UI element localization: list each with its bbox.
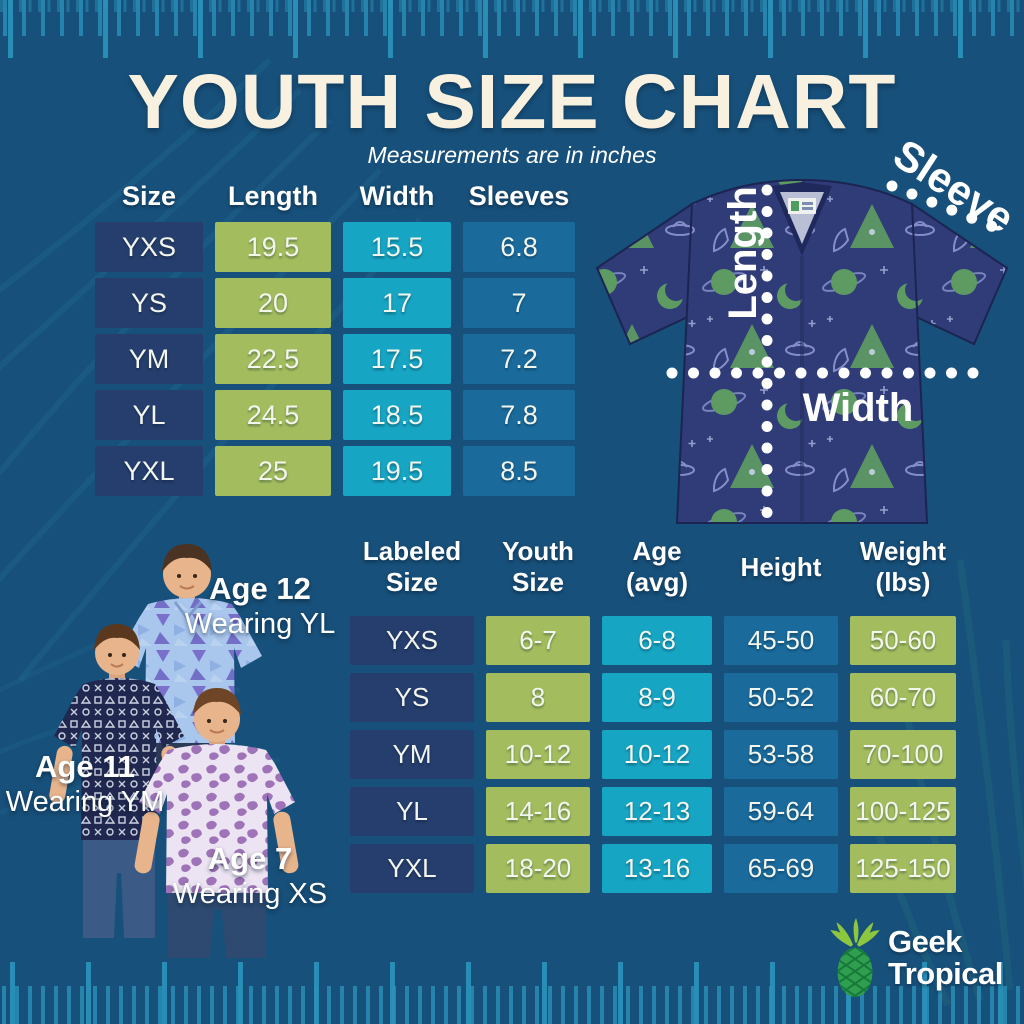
column-header-weight-lbs: Weight (lbs)	[850, 526, 956, 608]
table-cell: 19.5	[343, 446, 451, 496]
table-cell: 7	[463, 278, 575, 328]
header-line: Size	[385, 567, 439, 597]
header-line: Labeled	[362, 536, 462, 567]
column-header-age-avg: Age (avg)	[602, 526, 712, 608]
table-cell: 15.5	[343, 222, 451, 272]
table-cell: 100-125	[850, 787, 956, 836]
table-cell: 22.5	[215, 334, 331, 384]
model-caption-age-11: Age 11 Wearing YM	[0, 750, 180, 819]
table-cell: YL	[95, 390, 203, 440]
table-cell: 50-60	[850, 616, 956, 665]
table-cell: 13-16	[602, 844, 712, 893]
model-wearing-text: Wearing YM	[5, 786, 165, 819]
header-line: Youth	[502, 536, 574, 567]
model-age-text: Age 11	[35, 749, 135, 784]
model-wearing-text: Wearing XS	[172, 878, 328, 911]
table-cell: 8	[486, 673, 590, 722]
table-cell: 6-8	[602, 616, 712, 665]
model-age-text: Age 7	[207, 841, 293, 876]
column-header-length: Length	[228, 180, 318, 211]
column-header-size: Size	[121, 180, 177, 211]
table-cell: 7.8	[463, 390, 575, 440]
header-line: Weight	[859, 536, 947, 567]
pineapple-icon	[830, 918, 880, 997]
shirt-neck-tag	[788, 198, 816, 214]
sleeve-dotted-line	[886, 180, 1012, 238]
column-header-sleeves: Sleeves	[468, 180, 570, 211]
column-header-youth-size: Youth Size	[486, 526, 590, 608]
shirt-illustration	[595, 178, 1009, 524]
header-line: (avg)	[625, 567, 689, 597]
shirt-left-sleeve	[595, 202, 696, 346]
column-header-height: Height	[724, 526, 838, 608]
page-subtitle: Measurements are in inches	[367, 142, 657, 168]
table-cell: YL	[350, 787, 474, 836]
column-header-width: Width	[359, 180, 435, 211]
table-cell: 17.5	[343, 334, 451, 384]
table-cell: YXS	[350, 616, 474, 665]
header-line: (lbs)	[875, 567, 931, 597]
length-label: Length	[721, 186, 765, 319]
table-cell: 8.5	[463, 446, 575, 496]
table-cell: 18-20	[486, 844, 590, 893]
table-cell: 8-9	[602, 673, 712, 722]
table-cell: YM	[350, 730, 474, 779]
table-cell: 6.8	[463, 222, 575, 272]
brand-name-line2: Tropical	[888, 956, 1003, 991]
shirt-measurement-diagram: Length Width Sleeve	[595, 138, 1022, 524]
table-cell: 18.5	[343, 390, 451, 440]
table-cell: 25	[215, 446, 331, 496]
table-cell: YXL	[95, 446, 203, 496]
table-cell: 14-16	[486, 787, 590, 836]
measurement-table: Size Length Width Sleeves YXS 19.5 15.5 …	[95, 176, 575, 496]
column-header-labeled-size: Labeled Size	[350, 526, 474, 608]
page-title: YOUTH SIZE CHART	[127, 59, 897, 145]
brand-name-line1: Geek	[888, 924, 962, 959]
table-cell: YXL	[350, 844, 474, 893]
header-line: Age	[632, 536, 682, 567]
table-cell: 10-12	[602, 730, 712, 779]
table-cell: 7.2	[463, 334, 575, 384]
table-cell: 17	[343, 278, 451, 328]
table-cell: YM	[95, 334, 203, 384]
header-line: Height	[740, 551, 822, 582]
table-cell: 125-150	[850, 844, 956, 893]
table-cell: 12-13	[602, 787, 712, 836]
table-cell: 45-50	[724, 616, 838, 665]
model-age-7	[134, 688, 299, 958]
ruler-top-border	[0, 0, 1024, 62]
table-cell: 70-100	[850, 730, 956, 779]
brand-name: Geek Tropical	[888, 926, 1003, 990]
model-caption-age-12: Age 12 Wearing YL	[165, 572, 355, 641]
table-cell: 6-7	[486, 616, 590, 665]
table-cell: 19.5	[215, 222, 331, 272]
table-cell: YS	[95, 278, 203, 328]
model-wearing-text: Wearing YL	[184, 608, 336, 641]
header-line: Size	[511, 567, 565, 597]
model-age-text: Age 12	[209, 571, 311, 606]
table-cell: YS	[350, 673, 474, 722]
size-guide-table: Labeled Size Youth Size Age (avg) Height…	[350, 526, 956, 893]
kid-models-photo	[49, 544, 299, 958]
table-cell: 50-52	[724, 673, 838, 722]
table-cell: 65-69	[724, 844, 838, 893]
brand-logo: Geek Tropical	[828, 918, 1003, 1000]
table-cell: 53-58	[724, 730, 838, 779]
table-cell: 10-12	[486, 730, 590, 779]
table-cell: 24.5	[215, 390, 331, 440]
width-label: Width	[803, 386, 914, 430]
table-cell: 20	[215, 278, 331, 328]
model-caption-age-7: Age 7 Wearing XS	[155, 842, 345, 911]
table-cell: 59-64	[724, 787, 838, 836]
table-cell: YXS	[95, 222, 203, 272]
table-cell: 60-70	[850, 673, 956, 722]
